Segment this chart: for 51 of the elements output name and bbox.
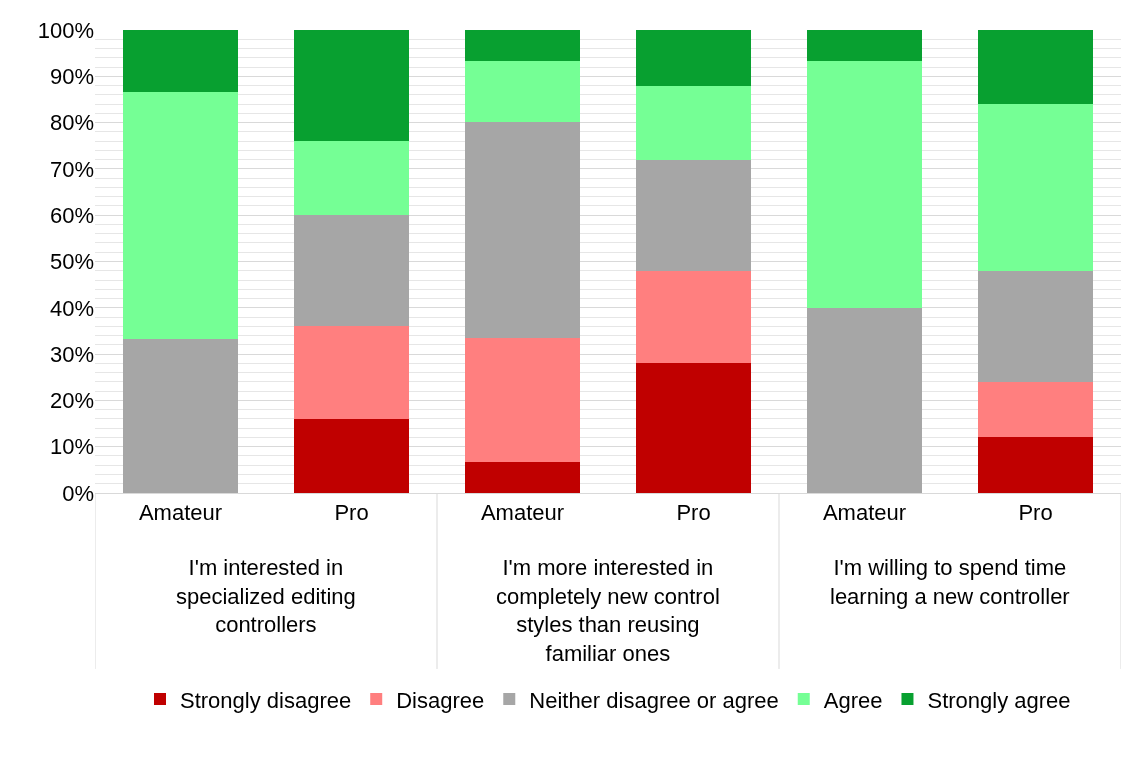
bar bbox=[978, 437, 1093, 493]
bar bbox=[636, 85, 751, 160]
x-tick-label: Amateur bbox=[480, 500, 565, 526]
legend-label: Strongly agree bbox=[927, 687, 1071, 713]
y-tick-label: 40% bbox=[49, 295, 94, 321]
bar bbox=[294, 418, 409, 493]
y-tick-label: 50% bbox=[49, 249, 94, 275]
y-tick-label: 30% bbox=[49, 341, 94, 367]
x-tick-label: Pro bbox=[334, 500, 369, 526]
bar bbox=[465, 461, 580, 493]
bar bbox=[807, 61, 922, 308]
y-tick-label: 10% bbox=[49, 434, 94, 460]
bar bbox=[978, 30, 1093, 105]
y-tick-label: 0% bbox=[62, 480, 94, 506]
bar bbox=[978, 104, 1093, 271]
x-tick-label: Pro bbox=[1018, 500, 1053, 526]
y-tick-label: 70% bbox=[49, 156, 94, 182]
bar bbox=[123, 30, 238, 93]
bar bbox=[807, 307, 922, 493]
bar bbox=[123, 92, 238, 339]
text: I'm more interested in completely new control styles than reusing familiar ones bbox=[496, 555, 720, 666]
bar bbox=[978, 270, 1093, 382]
bar bbox=[465, 122, 580, 339]
bar bbox=[465, 30, 580, 61]
bar bbox=[807, 30, 922, 62]
bar bbox=[465, 60, 580, 123]
bar bbox=[123, 338, 238, 493]
bar bbox=[294, 141, 409, 216]
bar bbox=[294, 326, 409, 419]
y-tick-label: 60% bbox=[49, 202, 94, 228]
text: I'm interested in specialized editing controllers bbox=[176, 555, 356, 638]
text: I'm willing to spend time learning a new controller bbox=[830, 555, 1070, 609]
y-tick-label: 80% bbox=[49, 110, 94, 136]
x-tick-label: Amateur bbox=[822, 500, 907, 526]
x-tick-label: Amateur bbox=[138, 500, 223, 526]
y-tick-label: 20% bbox=[49, 388, 94, 414]
legend-label: Disagree bbox=[396, 687, 485, 713]
legend-label: Strongly disagree bbox=[180, 687, 352, 713]
bar bbox=[978, 381, 1093, 438]
y-tick-label: 90% bbox=[49, 64, 94, 89]
legend-label: Neither disagree or agree bbox=[529, 687, 779, 713]
bar bbox=[636, 159, 751, 271]
bar bbox=[294, 215, 409, 327]
bar bbox=[465, 338, 580, 462]
bar bbox=[636, 270, 751, 364]
x-tick-label: Pro bbox=[676, 500, 711, 526]
bar bbox=[636, 363, 751, 493]
bar bbox=[294, 30, 409, 142]
bar bbox=[636, 30, 751, 86]
y-tick-label: 100% bbox=[37, 17, 94, 43]
legend-label: Agree bbox=[823, 687, 883, 713]
